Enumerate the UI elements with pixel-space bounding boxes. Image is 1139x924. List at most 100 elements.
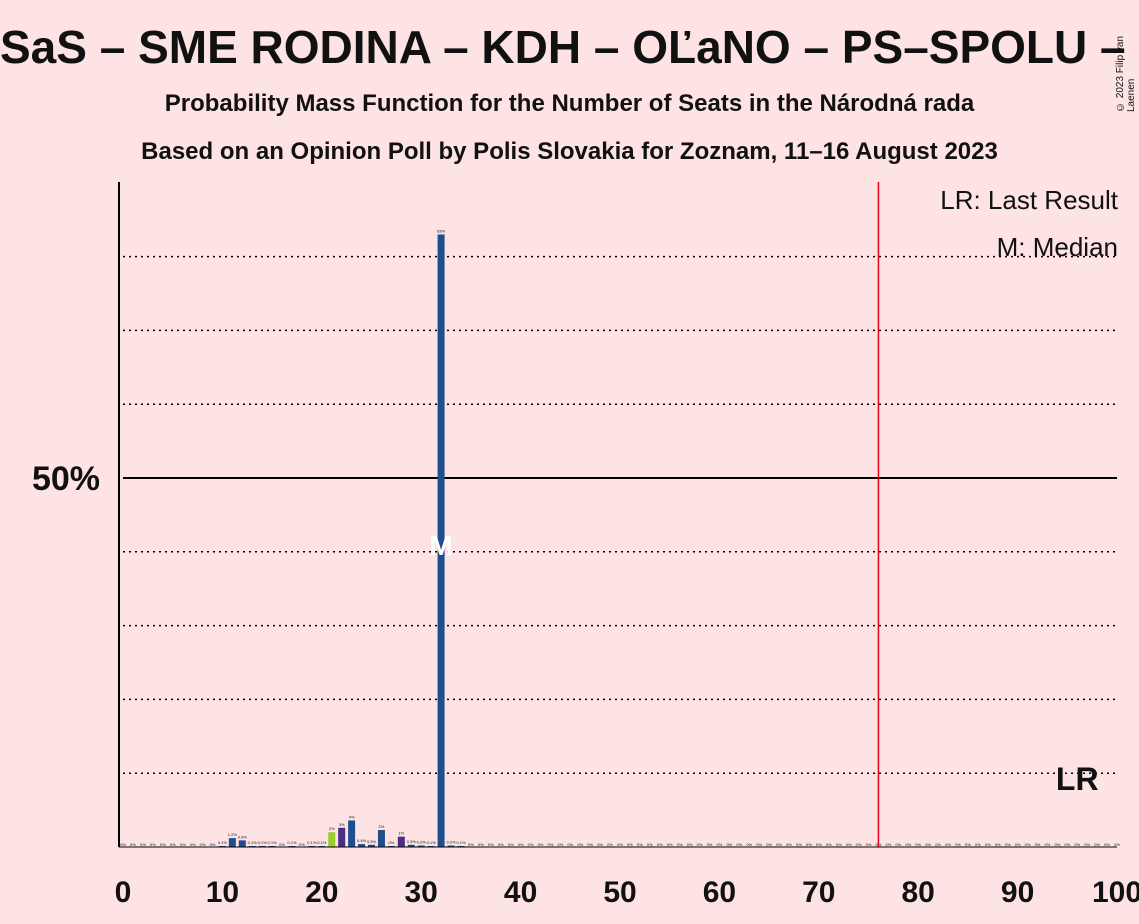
zero-value-label: 0% xyxy=(647,842,653,847)
zero-value-label: 0% xyxy=(1094,842,1100,847)
zero-value-label: 0% xyxy=(955,842,961,847)
zero-value-label: 0% xyxy=(746,842,752,847)
zero-value-label: 0% xyxy=(528,842,534,847)
zero-value-label: 0% xyxy=(120,842,126,847)
bar-seats-21 xyxy=(328,832,336,847)
bar-value-label: 0.1% xyxy=(287,840,297,845)
zero-value-label: 0% xyxy=(766,842,772,847)
chart-source-line: Based on an Opinion Poll by Polis Slovak… xyxy=(141,138,998,165)
zero-value-label: 0% xyxy=(975,842,981,847)
chart-subtitle: Probability Mass Function for the Number… xyxy=(164,90,975,117)
bar-value-label: 1% xyxy=(398,831,404,836)
zero-value-label: 0% xyxy=(796,842,802,847)
zero-value-label: 0% xyxy=(726,842,732,847)
bar-value-label: 0.1% xyxy=(307,840,317,845)
bar-value-label: 0.1% xyxy=(456,840,466,845)
bar-value-label: 0.4% xyxy=(357,838,367,843)
zero-value-label: 0% xyxy=(697,842,703,847)
bar-seats-26 xyxy=(377,830,385,847)
zero-value-label: 0% xyxy=(150,842,156,847)
zero-value-label: 0% xyxy=(488,842,494,847)
zero-value-label: 0% xyxy=(597,842,603,847)
x-tick-label: 30 xyxy=(405,876,438,909)
bar-value-label: 83% xyxy=(437,228,445,233)
zero-value-label: 0% xyxy=(498,842,504,847)
zero-value-label: 0% xyxy=(617,842,623,847)
bar-seats-25 xyxy=(368,844,375,847)
bar-seats-30 xyxy=(417,845,425,847)
bar-value-label: 1.2% xyxy=(228,832,238,837)
bar-seats-12 xyxy=(238,840,246,847)
bar-value-label: 0.1% xyxy=(218,840,228,845)
zero-value-label: 0% xyxy=(577,842,583,847)
zero-value-label: 0% xyxy=(1045,842,1051,847)
bar-value-label: 0.3% xyxy=(367,839,377,844)
zero-value-label: 0% xyxy=(905,842,911,847)
bar-value-label: 4% xyxy=(349,814,355,819)
zero-value-label: 0% xyxy=(587,842,593,847)
bar-value-label: 0.3% xyxy=(407,839,417,844)
zero-value-label: 0% xyxy=(866,842,872,847)
zero-value-label: 0% xyxy=(667,842,673,847)
zero-value-label: 0% xyxy=(687,842,693,847)
x-tick-label: 10 xyxy=(206,876,239,909)
x-tick-label: 50 xyxy=(603,876,636,909)
bar-seats-23 xyxy=(348,820,356,847)
bar-seats-33 xyxy=(447,845,455,847)
bar-value-label: 0.9% xyxy=(238,834,248,839)
zero-value-label: 0% xyxy=(1064,842,1070,847)
zero-value-label: 0% xyxy=(826,842,832,847)
legend-last-result: LR: Last Result xyxy=(940,185,1119,215)
bar-seats-29 xyxy=(407,844,415,847)
y-tick-label: 50% xyxy=(32,460,100,498)
zero-value-label: 0% xyxy=(677,842,683,847)
zero-value-label: 0% xyxy=(657,842,663,847)
zero-value-label: 0% xyxy=(945,842,951,847)
zero-value-label: 0% xyxy=(538,842,544,847)
zero-value-label: 0% xyxy=(279,842,285,847)
x-tick-label: 80 xyxy=(902,876,935,909)
zero-value-label: 0% xyxy=(915,842,921,847)
zero-value-label: 0% xyxy=(1015,842,1021,847)
zero-value-label: 0% xyxy=(995,842,1001,847)
zero-value-label: 0% xyxy=(478,842,484,847)
median-marker: M xyxy=(429,530,452,561)
bar-value-label: 0.1% xyxy=(317,840,327,845)
zero-value-label: 0% xyxy=(895,842,901,847)
bar-seats-28 xyxy=(397,836,405,847)
x-tick-label: 40 xyxy=(504,876,537,909)
zero-value-label: 0% xyxy=(637,842,643,847)
bar-value-label: 0.1% xyxy=(248,840,258,845)
x-tick-label: 20 xyxy=(305,876,338,909)
zero-value-label: 0% xyxy=(846,842,852,847)
bar-value-label: 0% xyxy=(388,840,394,845)
zero-value-label: 0% xyxy=(210,842,216,847)
zero-value-label: 0% xyxy=(776,842,782,847)
zero-value-label: 0% xyxy=(190,842,196,847)
last-result-marker: LR xyxy=(1056,761,1099,797)
zero-value-label: 0% xyxy=(557,842,563,847)
zero-value-label: 0% xyxy=(756,842,762,847)
zero-value-label: 0% xyxy=(707,842,713,847)
x-tick-label: 90 xyxy=(1001,876,1034,909)
zero-value-label: 0% xyxy=(140,842,146,847)
zero-value-label: 0% xyxy=(518,842,524,847)
x-tick-label: 60 xyxy=(703,876,736,909)
zero-value-label: 0% xyxy=(925,842,931,847)
zero-value-label: 0% xyxy=(1114,842,1120,847)
zero-value-label: 0% xyxy=(856,842,862,847)
zero-value-label: 0% xyxy=(985,842,991,847)
x-tick-label: 70 xyxy=(802,876,835,909)
zero-value-label: 0% xyxy=(935,842,941,847)
bar-value-label: 0.1% xyxy=(268,840,278,845)
zero-value-label: 0% xyxy=(468,842,474,847)
zero-value-label: 0% xyxy=(885,842,891,847)
zero-value-label: 0% xyxy=(836,842,842,847)
zero-value-label: 0% xyxy=(508,842,514,847)
zero-value-label: 0% xyxy=(1084,842,1090,847)
zero-value-label: 0% xyxy=(200,842,206,847)
zero-value-label: 0% xyxy=(1054,842,1060,847)
zero-value-label: 0% xyxy=(717,842,723,847)
zero-value-label: 0% xyxy=(548,842,554,847)
